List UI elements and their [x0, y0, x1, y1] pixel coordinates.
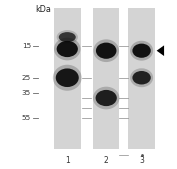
Text: 35: 35: [22, 90, 31, 96]
Bar: [128, 8, 155, 149]
Text: 1: 1: [65, 156, 70, 165]
Text: 2: 2: [104, 156, 109, 165]
Ellipse shape: [96, 43, 116, 59]
Ellipse shape: [132, 44, 151, 58]
Ellipse shape: [57, 41, 78, 57]
Ellipse shape: [130, 68, 153, 87]
Ellipse shape: [57, 30, 78, 44]
Bar: [93, 8, 119, 149]
Polygon shape: [157, 45, 164, 56]
Bar: [54, 8, 81, 149]
Ellipse shape: [96, 90, 117, 106]
Text: kDa: kDa: [35, 5, 51, 14]
Ellipse shape: [93, 87, 119, 109]
Ellipse shape: [59, 32, 76, 42]
Ellipse shape: [130, 41, 153, 61]
Ellipse shape: [93, 39, 119, 62]
Text: 15: 15: [22, 43, 31, 49]
Ellipse shape: [53, 65, 82, 91]
Ellipse shape: [54, 38, 81, 60]
Text: 3: 3: [139, 156, 144, 165]
Text: 25: 25: [22, 75, 31, 81]
Ellipse shape: [132, 71, 151, 84]
Text: 55: 55: [22, 115, 31, 121]
Ellipse shape: [56, 68, 79, 87]
